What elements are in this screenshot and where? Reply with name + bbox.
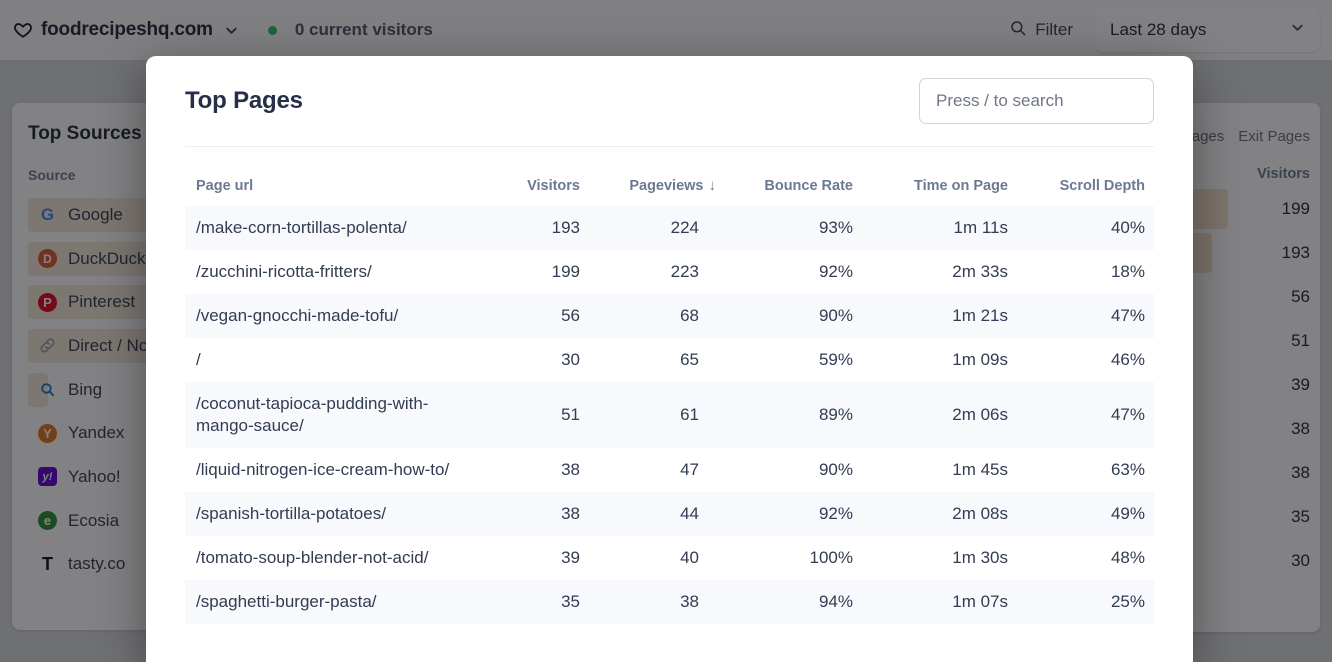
table-body: /make-corn-tortillas-polenta/ 193 224 93… — [185, 206, 1154, 624]
modal-title: Top Pages — [185, 87, 303, 114]
sort-desc-arrow-icon: ↓ — [708, 177, 717, 194]
cell-time-on-page: 1m 07s — [952, 592, 1008, 611]
cell-scroll-depth: 25% — [1110, 592, 1145, 611]
cell-bounce-rate: 93% — [818, 218, 853, 237]
cell-pageviews: 44 — [680, 504, 699, 523]
cell-bounce-rate: 59% — [818, 350, 853, 369]
cell-visitors: 193 — [551, 218, 580, 237]
top-pages-modal: Top Pages Page url Visitors Pageviews ↓ … — [146, 56, 1193, 662]
table-row[interactable]: /tomato-soup-blender-not-acid/ 39 40 100… — [185, 536, 1154, 580]
cell-time-on-page: 1m 11s — [953, 218, 1009, 237]
cell-visitors: 56 — [561, 306, 580, 325]
header-scroll-depth[interactable]: Scroll Depth — [1059, 178, 1145, 194]
cell-scroll-depth: 47% — [1110, 306, 1145, 325]
cell-page-url[interactable]: /spanish-tortilla-potatoes/ — [196, 504, 386, 523]
cell-pageviews: 68 — [680, 306, 699, 325]
cell-bounce-rate: 90% — [818, 306, 853, 325]
table-row[interactable]: /coconut-tapioca-pudding-with-mango-sauc… — [185, 382, 1154, 448]
header-visitors[interactable]: Visitors — [527, 178, 580, 194]
cell-visitors: 38 — [561, 460, 580, 479]
cell-page-url[interactable]: /make-corn-tortillas-polenta/ — [196, 218, 407, 237]
cell-bounce-rate: 100% — [809, 548, 853, 567]
cell-scroll-depth: 18% — [1110, 262, 1145, 281]
pages-table: Page url Visitors Pageviews ↓ Bounce Rat… — [185, 166, 1154, 624]
cell-time-on-page: 2m 33s — [952, 262, 1008, 281]
cell-pageviews: 61 — [680, 405, 699, 424]
table-row[interactable]: /spanish-tortilla-potatoes/ 38 44 92% 2m… — [185, 492, 1154, 536]
cell-pageviews: 224 — [670, 218, 699, 237]
cell-page-url[interactable]: /liquid-nitrogen-ice-cream-how-to/ — [196, 460, 450, 479]
cell-scroll-depth: 49% — [1110, 504, 1145, 523]
cell-scroll-depth: 46% — [1110, 350, 1145, 369]
cell-scroll-depth: 63% — [1110, 460, 1145, 479]
header-page-url[interactable]: Page url — [196, 178, 254, 194]
cell-bounce-rate: 90% — [818, 460, 853, 479]
cell-page-url[interactable]: /zucchini-ricotta-fritters/ — [196, 262, 372, 281]
table-header-row: Page url Visitors Pageviews ↓ Bounce Rat… — [185, 166, 1154, 206]
cell-visitors: 35 — [561, 592, 580, 611]
cell-time-on-page: 2m 08s — [952, 504, 1008, 523]
cell-pageviews: 223 — [670, 262, 699, 281]
cell-bounce-rate: 94% — [818, 592, 853, 611]
search-input[interactable] — [919, 78, 1154, 124]
header-bounce-rate[interactable]: Bounce Rate — [764, 178, 853, 194]
table-row[interactable]: /spaghetti-burger-pasta/ 35 38 94% 1m 07… — [185, 580, 1154, 624]
table-row[interactable]: /liquid-nitrogen-ice-cream-how-to/ 38 47… — [185, 448, 1154, 492]
cell-visitors: 38 — [561, 504, 580, 523]
cell-page-url[interactable]: /tomato-soup-blender-not-acid/ — [196, 548, 429, 567]
table-row[interactable]: /make-corn-tortillas-polenta/ 193 224 93… — [185, 206, 1154, 250]
cell-time-on-page: 1m 21s — [952, 306, 1008, 325]
cell-pageviews: 38 — [680, 592, 699, 611]
table-row[interactable]: / 30 65 59% 1m 09s 46% — [185, 338, 1154, 382]
cell-visitors: 39 — [561, 548, 580, 567]
header-pageviews[interactable]: Pageviews ↓ — [580, 175, 716, 197]
cell-pageviews: 47 — [680, 460, 699, 479]
cell-time-on-page: 1m 45s — [952, 460, 1008, 479]
cell-visitors: 30 — [561, 350, 580, 369]
header-time-on-page[interactable]: Time on Page — [913, 178, 1008, 194]
cell-bounce-rate: 89% — [818, 405, 853, 424]
cell-scroll-depth: 48% — [1110, 548, 1145, 567]
table-row[interactable]: /vegan-gnocchi-made-tofu/ 56 68 90% 1m 2… — [185, 294, 1154, 338]
cell-scroll-depth: 40% — [1110, 218, 1145, 237]
cell-pageviews: 65 — [680, 350, 699, 369]
cell-pageviews: 40 — [680, 548, 699, 567]
cell-bounce-rate: 92% — [818, 504, 853, 523]
cell-visitors: 51 — [561, 405, 580, 424]
cell-page-url[interactable]: / — [196, 350, 201, 369]
cell-time-on-page: 1m 30s — [952, 548, 1008, 567]
cell-page-url[interactable]: /vegan-gnocchi-made-tofu/ — [196, 306, 399, 325]
cell-page-url[interactable]: /coconut-tapioca-pudding-with-mango-sauc… — [196, 394, 429, 435]
cell-visitors: 199 — [551, 262, 580, 281]
cell-page-url[interactable]: /spaghetti-burger-pasta/ — [196, 592, 377, 611]
table-row[interactable]: /zucchini-ricotta-fritters/ 199 223 92% … — [185, 250, 1154, 294]
cell-time-on-page: 1m 09s — [952, 350, 1008, 369]
modal-header: Top Pages — [185, 56, 1154, 147]
cell-scroll-depth: 47% — [1110, 405, 1145, 424]
cell-time-on-page: 2m 06s — [952, 405, 1008, 424]
cell-bounce-rate: 92% — [818, 262, 853, 281]
